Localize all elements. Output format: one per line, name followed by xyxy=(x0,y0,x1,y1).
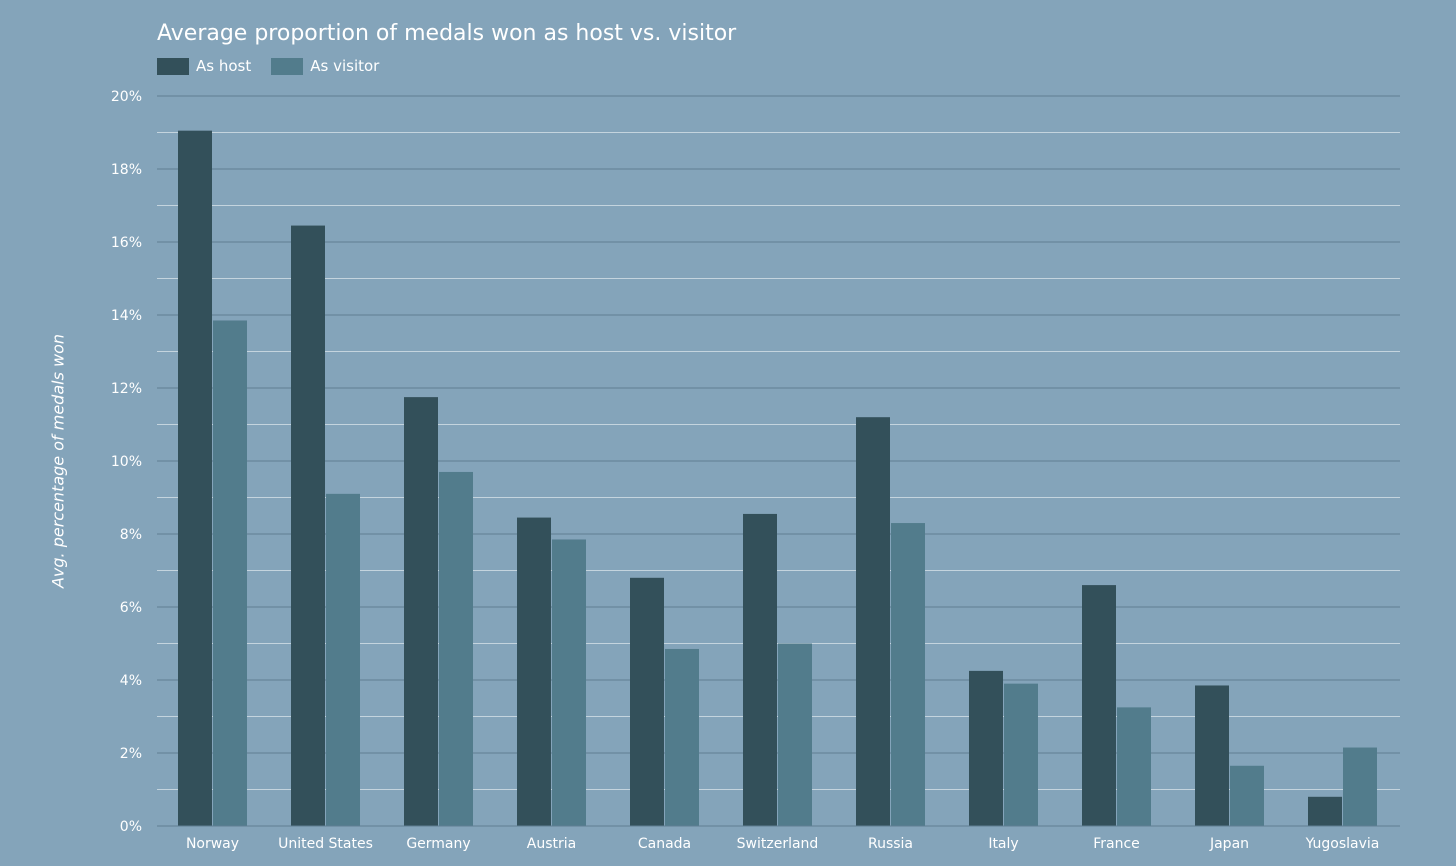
bar-host xyxy=(178,130,212,827)
y-tick-label: 12% xyxy=(111,381,142,397)
bar-visitor xyxy=(1117,707,1151,826)
y-tick-label: 0% xyxy=(120,819,142,835)
bar-host xyxy=(743,513,777,826)
bar-visitor xyxy=(213,320,247,826)
legend-swatch-host xyxy=(157,57,189,75)
x-tick-label: United States xyxy=(278,836,373,852)
bar-host xyxy=(969,670,1003,826)
x-tick-label: France xyxy=(1093,836,1140,852)
bar-visitor xyxy=(326,493,360,826)
bar-host xyxy=(856,417,890,826)
y-tick-label: 14% xyxy=(111,308,142,324)
bar-host xyxy=(1308,796,1342,826)
bar-host xyxy=(517,517,551,826)
x-tick-label: Canada xyxy=(638,836,691,852)
x-tick-label: Russia xyxy=(868,836,913,852)
legend-label-host: As host xyxy=(196,57,252,75)
bar-visitor xyxy=(1343,747,1377,826)
bar-visitor xyxy=(1230,765,1264,826)
x-tick-label: Japan xyxy=(1209,836,1249,852)
bar-host xyxy=(291,225,325,826)
bar-visitor xyxy=(891,523,925,826)
legend-item-visitor[interactable]: As visitor xyxy=(271,57,379,75)
bar-host xyxy=(1082,585,1116,826)
bar-host xyxy=(404,397,438,826)
legend: As host As visitor xyxy=(157,57,399,75)
x-tick-label: Austria xyxy=(527,836,576,852)
x-tick-label: Germany xyxy=(406,836,470,852)
bar-visitor xyxy=(665,648,699,826)
x-tick-label: Norway xyxy=(186,836,239,852)
x-tick-label: Italy xyxy=(988,836,1018,852)
bar-visitor xyxy=(1004,683,1038,826)
y-tick-label: 6% xyxy=(120,600,142,616)
bar-host xyxy=(1195,685,1229,826)
bar-visitor xyxy=(778,643,812,826)
legend-label-visitor: As visitor xyxy=(310,57,380,75)
y-tick-label: 2% xyxy=(120,746,142,762)
x-tick-label: Yugoslavia xyxy=(1305,836,1380,852)
legend-item-host[interactable]: As host xyxy=(157,57,251,75)
y-tick-label: 16% xyxy=(111,235,142,251)
y-tick-label: 20% xyxy=(111,89,142,105)
y-tick-label: 4% xyxy=(120,673,142,689)
legend-swatch-visitor xyxy=(271,57,304,75)
bar-host xyxy=(630,577,664,826)
bar-visitor xyxy=(439,471,473,826)
y-tick-label: 8% xyxy=(120,527,142,543)
y-tick-label: 10% xyxy=(111,454,142,470)
bar-visitor xyxy=(552,539,586,826)
x-tick-label: Switzerland xyxy=(737,836,819,852)
chart-title: Average proportion of medals won as host… xyxy=(157,21,737,46)
y-tick-label: 18% xyxy=(111,162,142,178)
